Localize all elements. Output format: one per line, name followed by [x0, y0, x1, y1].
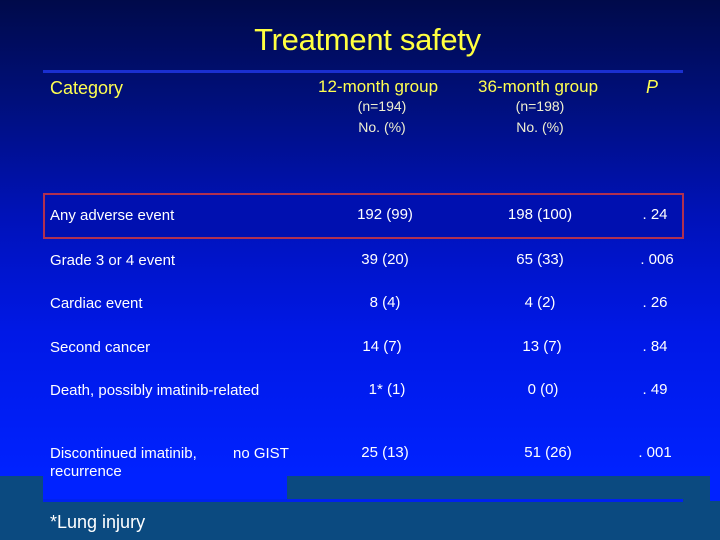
header-12-month-unit: No. (%)	[358, 119, 406, 135]
row-label-cardiac-event: Cardiac event	[50, 295, 143, 312]
row-label-second-cancer: Second cancer	[50, 339, 151, 356]
cell-p-value: . 001	[638, 444, 672, 461]
cell-36-month: 13 (7)	[522, 338, 562, 355]
header-36-month-unit: No. (%)	[516, 119, 564, 135]
header-p-value: P	[646, 77, 659, 97]
header-36-month-group: 36-month group	[478, 77, 599, 96]
cell-12-month: 192 (99)	[357, 206, 413, 223]
cell-12-month: 39 (20)	[361, 251, 409, 268]
cell-p-value: . 84	[642, 338, 668, 355]
cell-12-month: 14 (7)	[362, 338, 402, 355]
row-label-grade-3-or-4: Grade 3 or 4 event	[50, 252, 176, 269]
cell-p-value: . 006	[640, 251, 674, 268]
slide-title: Treatment safety	[254, 22, 481, 57]
row-label-any-adverse-event: Any adverse event	[50, 207, 175, 224]
header-category: Category	[50, 78, 124, 98]
cell-p-value: . 24	[642, 206, 668, 223]
bottom-divider	[43, 499, 683, 502]
cell-36-month: 198 (100)	[507, 206, 573, 223]
cell-12-month: 25 (13)	[361, 444, 409, 461]
cell-36-month: 51 (26)	[524, 444, 572, 461]
header-12-month-n: (n=194)	[357, 98, 407, 114]
cell-36-month: 4 (2)	[524, 294, 556, 311]
cell-p-value: . 49	[642, 381, 668, 398]
background-right-tab	[710, 476, 720, 501]
row-label-no-gist: no GIST	[233, 445, 289, 462]
row-label-discontinued-imatinib: Discontinued imatinib,	[50, 445, 197, 462]
row-label-death-imatinib-related: Death, possibly imatinib-related	[50, 382, 260, 399]
header-12-month-group: 12-month group	[318, 77, 439, 96]
background-left-tab	[43, 476, 287, 501]
footnote: *Lung injury	[50, 512, 146, 532]
cell-12-month: 8 (4)	[369, 294, 401, 311]
cell-12-month: 1* (1)	[368, 381, 406, 398]
cell-36-month: 65 (33)	[516, 251, 564, 268]
header-36-month-n: (n=198)	[515, 98, 565, 114]
cell-36-month: 0 (0)	[527, 381, 559, 398]
cell-p-value: . 26	[642, 294, 668, 311]
highlight-box	[43, 193, 684, 239]
row-label-recurrence: recurrence	[50, 463, 122, 480]
header-divider	[43, 70, 683, 73]
